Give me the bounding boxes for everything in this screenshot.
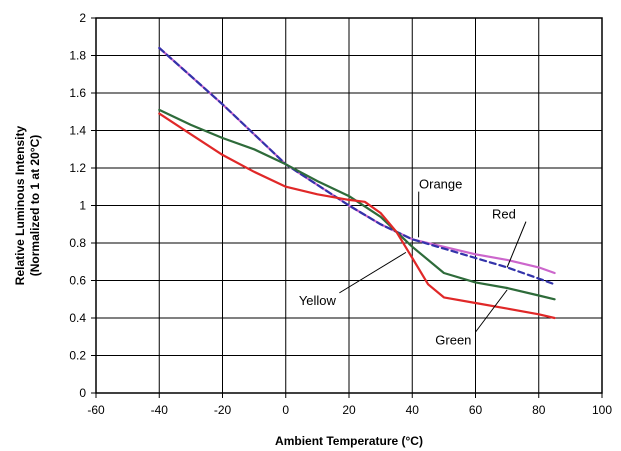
y-tick-label: 0.4 [69, 311, 86, 325]
annotation-yellow: Yellow [299, 293, 337, 308]
y-tick-label: 0.6 [69, 274, 86, 288]
y-tick-label: 1.6 [69, 86, 86, 100]
series-lines [158, 46, 556, 320]
annotations: Orange Red Yellow Green [299, 177, 527, 347]
y-tick-label: 1.2 [69, 161, 86, 175]
annotation-orange: Orange [419, 177, 462, 192]
axis-ticks: -60 -40 -20 0 20 40 60 80 100 0 0.2 0.4 0.6 0.8 1 1.2 1.… [69, 11, 612, 417]
x-tick-label: 20 [342, 403, 356, 417]
x-tick-label: 0 [282, 403, 289, 417]
y-axis-label-line-2: (Normalized to 1 at 20°C) [28, 135, 42, 277]
series-line-orange [158, 46, 556, 275]
series-line-green [158, 108, 556, 301]
x-tick-label: 100 [592, 403, 612, 417]
y-axis-label-line-1: Relative Luminous Intensity [13, 125, 27, 285]
y-tick-label: 1.4 [69, 124, 86, 138]
x-tick-label: -20 [214, 403, 232, 417]
annotation-leader-green [474, 289, 508, 333]
y-tick-label: 1.8 [69, 49, 86, 63]
x-axis-label: Ambient Temperature (°C) [275, 434, 423, 448]
annotation-leader-red [506, 221, 527, 268]
series-line-yellow [158, 112, 556, 320]
annotation-red: Red [492, 207, 516, 222]
x-tick-label: -60 [87, 403, 105, 417]
annotation-green: Green [435, 332, 471, 347]
y-tick-label: 1 [79, 199, 86, 213]
series-line-red [158, 46, 556, 286]
y-tick-label: 0.2 [69, 349, 86, 363]
x-tick-label: 40 [406, 403, 420, 417]
x-tick-label: -40 [151, 403, 169, 417]
grid [96, 18, 602, 393]
x-tick-label: 60 [469, 403, 483, 417]
x-tick-label: 80 [532, 403, 546, 417]
y-tick-label: 2 [79, 11, 86, 25]
annotation-leader-yellow [339, 251, 407, 294]
y-tick-label: 0.8 [69, 236, 86, 250]
y-tick-label: 0 [79, 386, 86, 400]
